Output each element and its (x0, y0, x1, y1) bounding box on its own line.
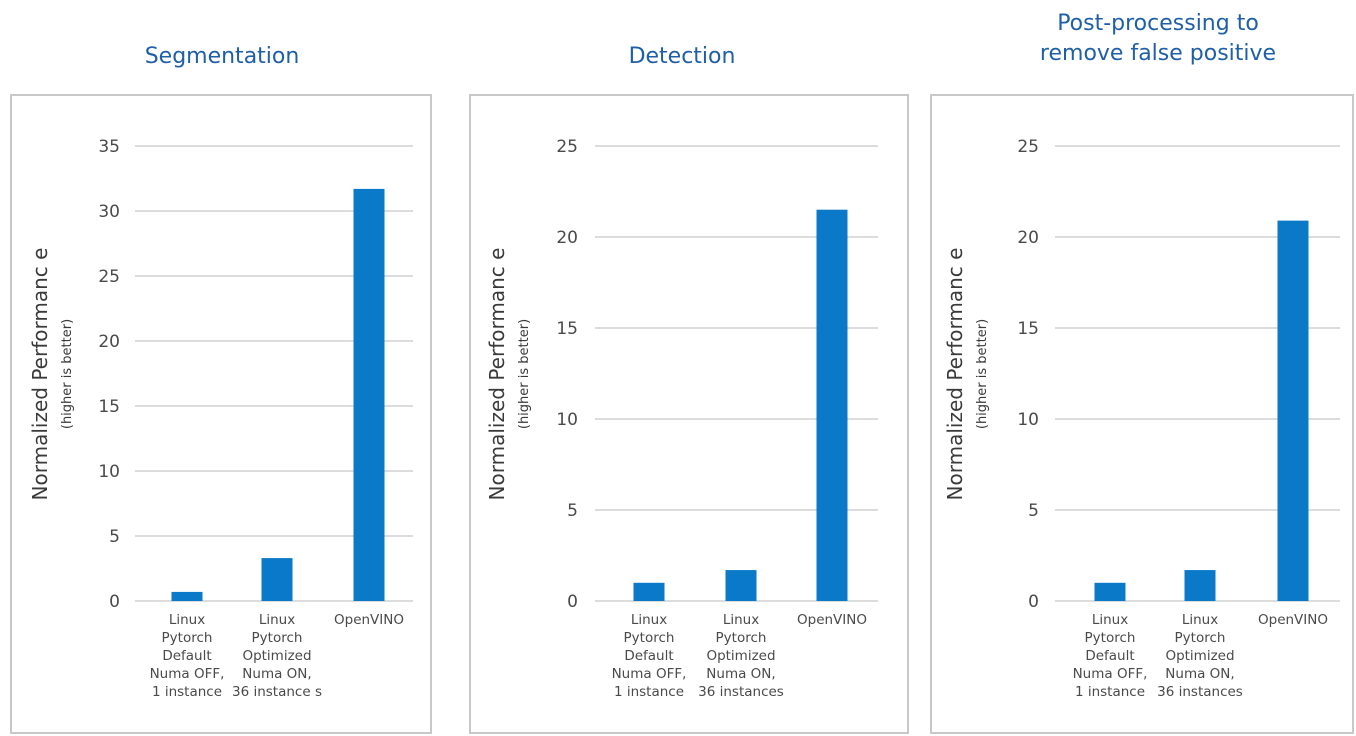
chart-panel-segmentation: 0 5 10 15 20 25 30 35 Linux Pytorch Default Numa OF… (10, 94, 432, 734)
y-tick-label: 0 (1028, 592, 1039, 612)
chart-segmentation: 0 5 10 15 20 25 30 35 Linux Pytorch Default Numa OF… (28, 137, 413, 700)
y-tick-label: 15 (98, 397, 120, 417)
x-tick-label: 1 instance (152, 684, 222, 700)
x-tick-label: Numa OFF, (1073, 666, 1148, 682)
x-tick-label: Linux (169, 612, 205, 628)
x-tick-label: Optimized (1165, 648, 1234, 664)
y-tick-label: 25 (556, 137, 578, 157)
x-tick-label: Pytorch (624, 630, 675, 646)
bar (1184, 570, 1216, 601)
x-tick-label: Linux (1092, 612, 1128, 628)
x-tick-label: Numa OFF, (150, 666, 225, 682)
x-tick-label: 1 instance (614, 684, 684, 700)
x-tick-label: Pytorch (252, 630, 303, 646)
x-tick-label: Numa ON, (1165, 666, 1234, 682)
x-tick-label: Linux (1182, 612, 1218, 628)
y-tick-label: 10 (98, 462, 120, 482)
chart-detection: 0 5 10 15 20 25 Linux Pytorch Default Numa OFF, 1 … (485, 137, 878, 700)
bar (1094, 582, 1126, 601)
y-tick-label: 20 (98, 332, 120, 352)
chart-panel-post-processing: 0 5 10 15 20 25 Linux Pytorch Default Numa OFF, 1 … (930, 94, 1354, 734)
bar (1277, 220, 1309, 601)
x-tick-label: OpenVINO (797, 612, 867, 628)
x-tick-label: Numa ON, (706, 666, 775, 682)
x-tick-label: Default (624, 648, 673, 664)
y-axis-label: Normalized Performanc e (28, 248, 52, 501)
bar (353, 188, 385, 601)
x-tick-label: Linux (631, 612, 667, 628)
y-tick-label: 15 (556, 319, 578, 339)
chart-title-post-processing: Post-processing to remove false positive (1039, 11, 1277, 66)
chart-title-detection: Detection (628, 44, 736, 69)
y-tick-label: 25 (1017, 137, 1039, 157)
bar (261, 558, 293, 601)
y-tick-label: 30 (98, 202, 120, 222)
y-axis-sublabel: (higher is better) (60, 319, 75, 429)
x-tick-label: 36 instances (1157, 684, 1243, 700)
y-tick-label: 20 (556, 228, 578, 248)
x-tick-label: Default (162, 648, 211, 664)
x-tick-label: Pytorch (162, 630, 213, 646)
x-tick-label: 36 instances (698, 684, 784, 700)
x-tick-label: Pytorch (1085, 630, 1136, 646)
x-tick-label: Linux (259, 612, 295, 628)
chart-title-segmentation: Segmentation (144, 44, 300, 69)
x-tick-label: Pytorch (716, 630, 767, 646)
y-tick-label: 10 (556, 410, 578, 430)
x-tick-label: 36 instance s (232, 684, 322, 700)
x-tick-label: Numa ON, (242, 666, 311, 682)
x-tick-label: OpenVINO (1258, 612, 1328, 628)
chart-panel-detection: 0 5 10 15 20 25 Linux Pytorch Default Numa OFF, 1 … (469, 94, 909, 734)
x-tick-label: Numa OFF, (612, 666, 687, 682)
y-tick-label: 5 (1028, 501, 1039, 521)
x-tick-label: Linux (723, 612, 759, 628)
y-tick-label: 5 (109, 527, 120, 547)
y-tick-label: 10 (1017, 410, 1039, 430)
y-tick-label: 0 (567, 592, 578, 612)
y-axis-sublabel: (higher is better) (975, 319, 990, 429)
chart-post-processing: 0 5 10 15 20 25 Linux Pytorch Default Numa OFF, 1 … (943, 137, 1340, 700)
bar (725, 570, 757, 601)
x-tick-label: Default (1085, 648, 1134, 664)
y-tick-label: 0 (109, 592, 120, 612)
x-tick-label: Pytorch (1175, 630, 1226, 646)
y-tick-label: 35 (98, 137, 120, 157)
bar (816, 209, 848, 601)
y-axis-label: Normalized Performanc e (485, 248, 509, 501)
y-tick-label: 20 (1017, 228, 1039, 248)
y-axis-sublabel: (higher is better) (517, 319, 532, 429)
y-tick-label: 25 (98, 267, 120, 287)
x-tick-label: Optimized (706, 648, 775, 664)
x-tick-label: OpenVINO (334, 612, 404, 628)
bar (633, 582, 665, 601)
y-tick-label: 5 (567, 501, 578, 521)
y-tick-label: 15 (1017, 319, 1039, 339)
y-axis-label: Normalized Performanc e (943, 248, 967, 501)
x-tick-label: Optimized (242, 648, 311, 664)
bar (171, 591, 203, 601)
x-tick-label: 1 instance (1075, 684, 1145, 700)
